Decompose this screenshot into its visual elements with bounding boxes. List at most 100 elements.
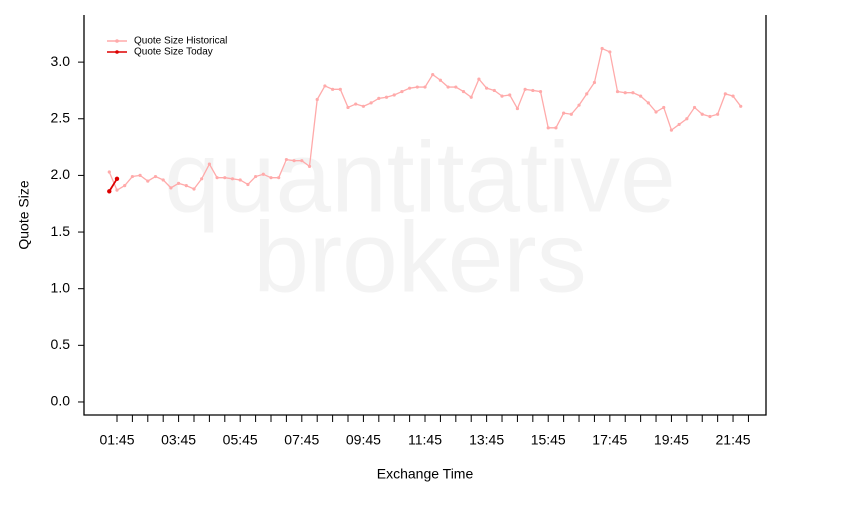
data-point bbox=[431, 72, 435, 77]
data-point bbox=[469, 95, 473, 99]
data-point bbox=[592, 80, 597, 85]
x-axis-title: Exchange Time bbox=[377, 466, 474, 482]
data-point bbox=[153, 174, 158, 179]
data-point bbox=[500, 94, 504, 98]
data-point bbox=[523, 87, 527, 91]
x-tick-label: 17:45 bbox=[592, 432, 627, 448]
data-point bbox=[123, 184, 127, 188]
data-point bbox=[515, 106, 520, 111]
data-point bbox=[677, 122, 681, 127]
data-point bbox=[315, 97, 319, 102]
data-point bbox=[307, 164, 312, 168]
data-point bbox=[731, 94, 735, 98]
data-point bbox=[223, 176, 227, 180]
data-point bbox=[700, 112, 704, 116]
x-tick-label: 07:45 bbox=[284, 432, 319, 448]
data-point bbox=[454, 85, 458, 89]
data-point bbox=[492, 88, 496, 93]
data-point bbox=[662, 105, 666, 110]
data-point bbox=[261, 172, 265, 176]
x-tick-label: 19:45 bbox=[654, 432, 689, 448]
data-point bbox=[215, 176, 219, 180]
data-point bbox=[114, 176, 120, 182]
data-point bbox=[115, 188, 119, 192]
data-point bbox=[377, 96, 381, 100]
y-axis-title: Quote Size bbox=[16, 180, 32, 249]
data-point bbox=[446, 85, 450, 89]
data-point bbox=[654, 110, 658, 114]
data-point bbox=[685, 117, 689, 121]
data-point bbox=[577, 103, 581, 107]
data-point bbox=[284, 157, 289, 162]
legend-label: Quote Size Today bbox=[134, 47, 213, 58]
data-point bbox=[646, 101, 650, 105]
data-point bbox=[623, 91, 627, 95]
data-point bbox=[138, 173, 142, 178]
data-point bbox=[292, 159, 296, 163]
data-point bbox=[338, 87, 342, 91]
data-point bbox=[569, 112, 573, 116]
watermark: quantitative bbox=[164, 121, 675, 233]
data-point bbox=[384, 95, 389, 99]
data-point bbox=[176, 181, 181, 185]
data-point bbox=[192, 187, 196, 191]
data-point bbox=[130, 174, 134, 179]
data-point bbox=[238, 178, 242, 182]
y-tick-label: 2.5 bbox=[51, 109, 71, 125]
data-point bbox=[508, 93, 512, 97]
data-point bbox=[461, 89, 466, 94]
y-tick-label: 0.0 bbox=[51, 393, 71, 409]
y-tick-label: 1.5 bbox=[51, 223, 71, 239]
data-point bbox=[723, 92, 727, 96]
data-point bbox=[300, 159, 304, 163]
data-point bbox=[246, 182, 250, 187]
data-point bbox=[346, 105, 350, 110]
x-tick-label: 01:45 bbox=[99, 432, 134, 448]
data-point bbox=[354, 102, 358, 106]
data-point bbox=[485, 86, 489, 90]
data-point bbox=[692, 105, 697, 110]
data-point bbox=[531, 88, 535, 93]
x-tick-label: 15:45 bbox=[531, 432, 566, 448]
y-tick-label: 2.0 bbox=[51, 166, 71, 182]
data-point bbox=[331, 87, 335, 91]
data-point bbox=[438, 78, 443, 82]
data-point bbox=[739, 104, 743, 108]
data-point bbox=[585, 92, 589, 96]
data-point bbox=[161, 178, 165, 182]
legend-label: Quote Size Historical bbox=[134, 36, 227, 47]
series-line bbox=[108, 178, 118, 192]
data-point bbox=[600, 46, 604, 51]
data-point bbox=[538, 89, 543, 94]
data-point bbox=[669, 128, 674, 132]
data-point bbox=[323, 84, 327, 88]
data-point bbox=[546, 126, 550, 130]
data-point bbox=[615, 89, 620, 94]
data-point bbox=[230, 177, 235, 181]
data-point bbox=[608, 50, 612, 54]
data-point bbox=[277, 176, 281, 180]
data-point bbox=[254, 174, 258, 179]
y-tick-label: 1.0 bbox=[51, 279, 71, 295]
data-point bbox=[423, 85, 427, 89]
data-point bbox=[369, 101, 373, 105]
data-point bbox=[207, 162, 211, 166]
data-point bbox=[631, 91, 635, 95]
legend-swatch bbox=[115, 50, 119, 54]
data-point bbox=[107, 170, 111, 174]
data-point bbox=[716, 112, 720, 116]
x-tick-label: 03:45 bbox=[161, 432, 196, 448]
data-point bbox=[408, 86, 412, 90]
data-point bbox=[169, 186, 173, 190]
data-point bbox=[415, 85, 419, 89]
x-tick-label: 13:45 bbox=[469, 432, 504, 448]
data-point bbox=[146, 179, 150, 183]
x-tick-label: 11:45 bbox=[408, 432, 442, 448]
data-point bbox=[562, 111, 566, 115]
x-tick-label: 05:45 bbox=[223, 432, 258, 448]
data-point bbox=[392, 93, 396, 97]
data-point bbox=[477, 77, 481, 81]
data-point bbox=[184, 184, 188, 188]
y-tick-label: 0.5 bbox=[51, 336, 71, 352]
